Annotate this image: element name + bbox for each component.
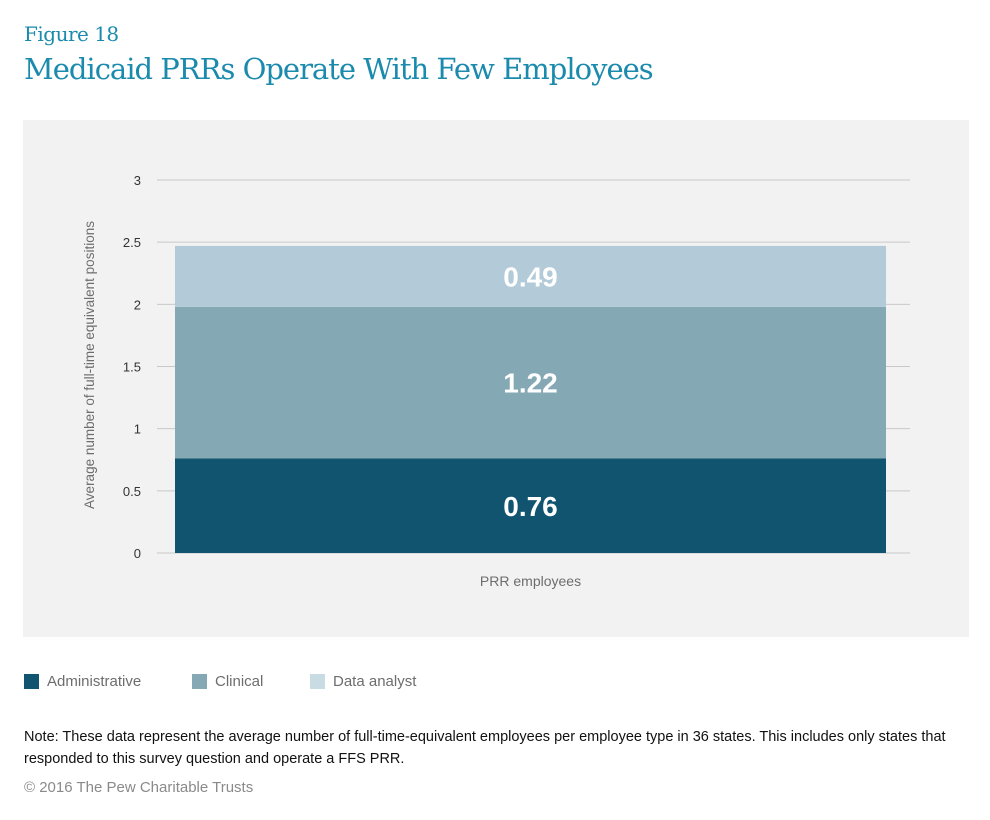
y-tick-label: 2 bbox=[134, 297, 141, 312]
copyright: © 2016 The Pew Charitable Trusts bbox=[24, 779, 254, 796]
legend-label: Clinical bbox=[215, 673, 264, 690]
y-tick-label: 0.5 bbox=[123, 484, 141, 499]
data-label: 0.49 bbox=[503, 261, 558, 292]
data-label: 1.22 bbox=[503, 368, 558, 399]
note: Note: These data represent the average n… bbox=[24, 729, 946, 767]
y-tick-label: 1.5 bbox=[123, 360, 141, 375]
legend-swatch bbox=[310, 674, 325, 689]
y-tick-label: 2.5 bbox=[123, 235, 141, 250]
bar-segment-data-analyst bbox=[175, 245, 886, 307]
chart-title: Medicaid PRRs Operate With Few Employees bbox=[24, 52, 654, 86]
y-axis-label: Average number of full-time equivalent p… bbox=[82, 221, 97, 509]
legend-item-data-analyst: Data analyst bbox=[310, 673, 416, 690]
x-category-label: PRR employees bbox=[480, 573, 581, 589]
legend-label: Administrative bbox=[47, 673, 142, 690]
bar-segment-administrative bbox=[175, 458, 886, 553]
legend-item-clinical: Clinical bbox=[192, 673, 263, 690]
legend-swatch bbox=[24, 674, 39, 689]
legend-swatch bbox=[192, 674, 207, 689]
bar-segment-clinical bbox=[175, 306, 886, 459]
legend-item-administrative: Administrative bbox=[24, 673, 141, 690]
y-tick-label: 1 bbox=[134, 422, 141, 437]
y-tick-label: 3 bbox=[134, 173, 141, 188]
y-tick-label: 0 bbox=[134, 546, 141, 561]
figure-label: Figure 18 bbox=[24, 22, 119, 46]
legend-label: Data analyst bbox=[333, 673, 417, 690]
stacked-bar-chart: 0 0.5 1 1.5 2 2.5 3 0.76 1.22 0.49 PRR employees Av… bbox=[82, 173, 910, 589]
data-label: 0.76 bbox=[503, 491, 558, 522]
